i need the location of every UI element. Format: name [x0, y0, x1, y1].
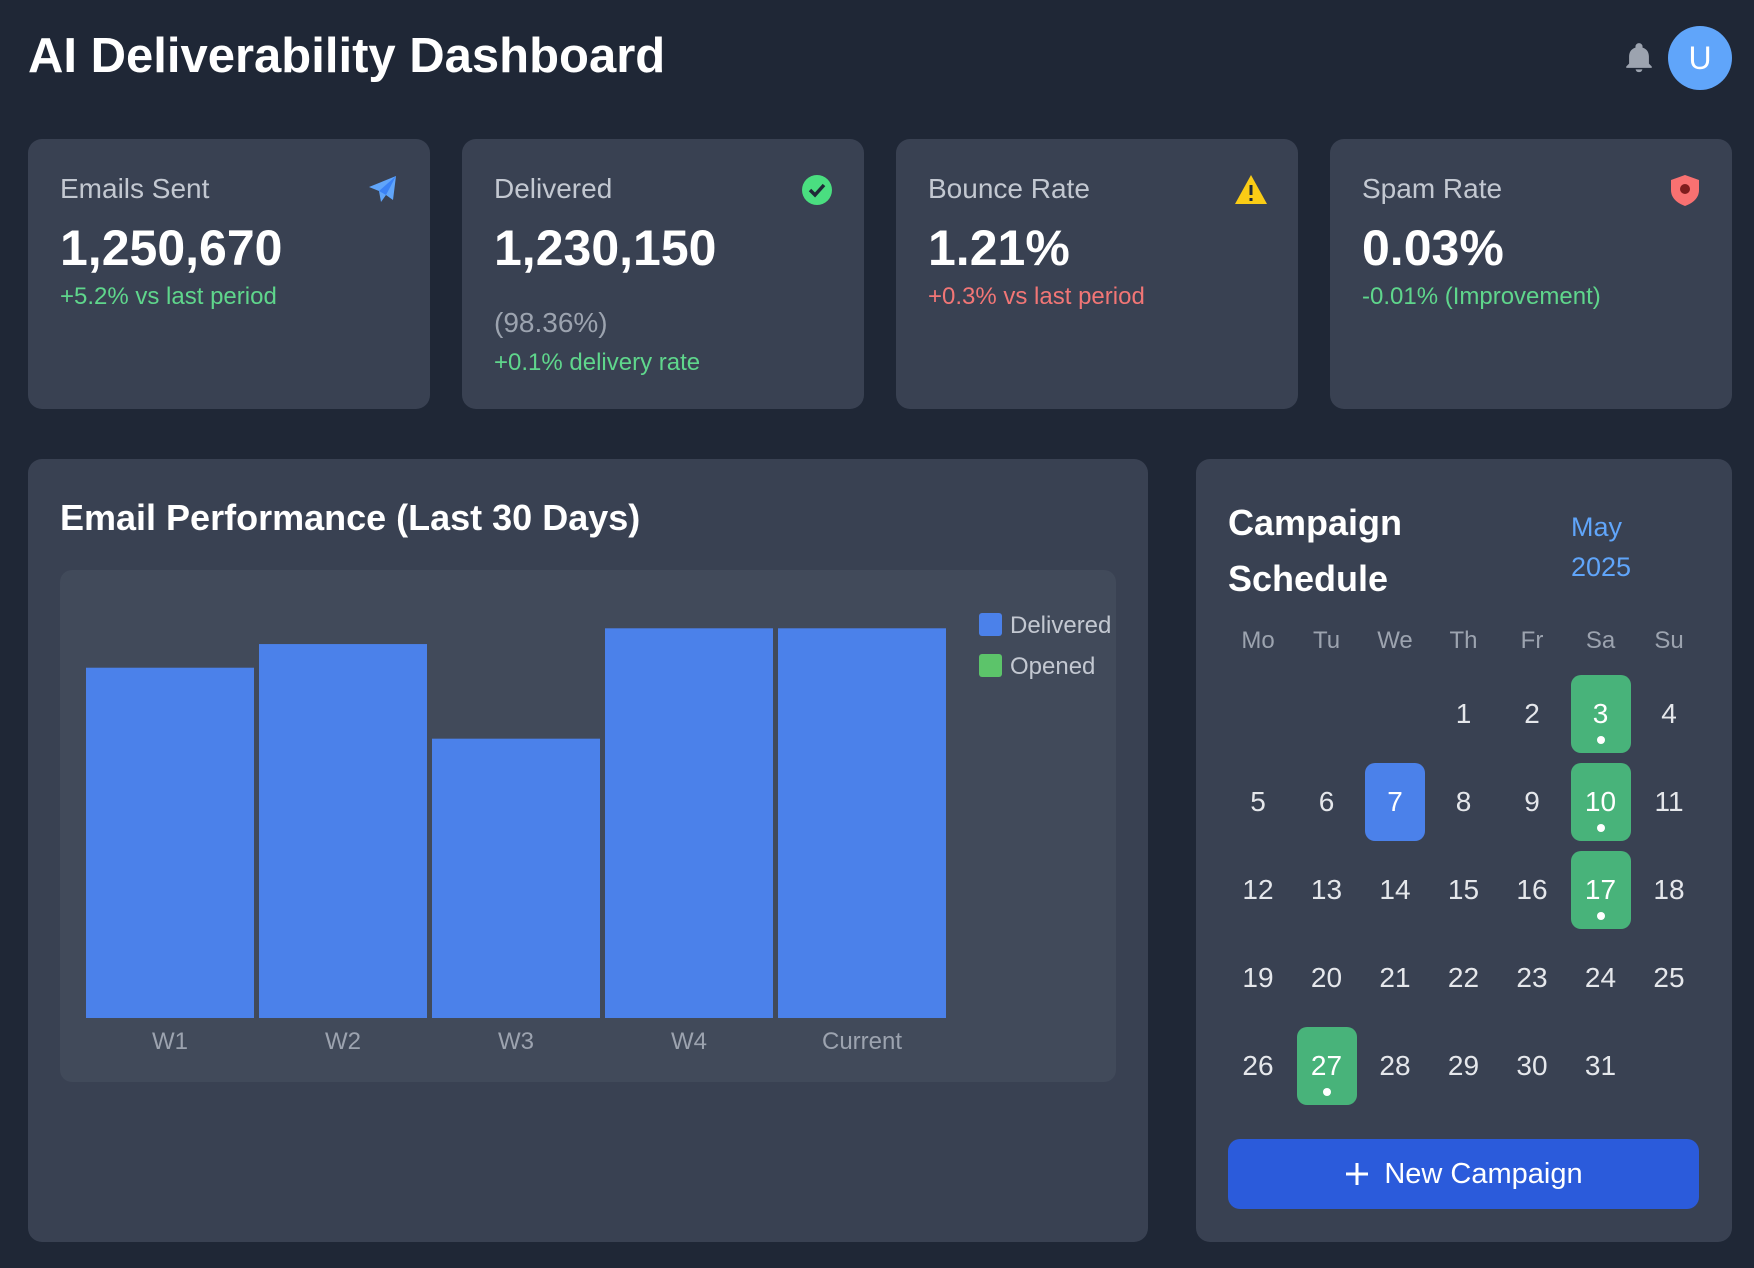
card-icon [369, 176, 396, 202]
card-change: +0.1% delivery rate [494, 349, 701, 376]
bar [605, 628, 773, 1018]
bar [86, 667, 254, 1018]
card-value: 1,250,670 [60, 220, 283, 276]
campaign-dot [1596, 824, 1605, 832]
calendar-day[interactable]: 6 [1318, 786, 1335, 817]
bell-icon[interactable] [1622, 40, 1656, 76]
card-change: +5.2% vs last period [60, 283, 277, 310]
calendar-month[interactable]: May 2025 [1571, 512, 1632, 582]
calendar-day[interactable]: 1 [1455, 698, 1472, 729]
x-tick-label: W1 [152, 1028, 188, 1055]
legend-swatch [979, 654, 1002, 677]
calendar-day[interactable]: 7 [1365, 763, 1425, 841]
calendar-day[interactable]: 9 [1524, 786, 1540, 817]
legend-label: Delivered [1010, 612, 1111, 639]
calendar-day[interactable]: 13 [1310, 874, 1343, 905]
weekday-label: Mo [1241, 627, 1275, 654]
calendar-day[interactable]: 8 [1455, 786, 1472, 817]
card-change: +0.3% vs last period [928, 283, 1145, 310]
button-label: New Campaign [1384, 1157, 1583, 1190]
calendar-day[interactable]: 2 [1524, 698, 1540, 729]
card-label: Emails Sent [60, 173, 210, 204]
card-detail: (98.36%) [494, 307, 608, 338]
calendar-day[interactable]: 25 [1653, 962, 1685, 993]
chart-title: Email Performance (Last 30 Days) [60, 497, 641, 538]
campaign-dot [1596, 912, 1605, 920]
calendar-panel: Campaign Schedule May 2025 Mo Tu We Th Fr Sa S… [1196, 459, 1732, 1242]
calendar-day[interactable]: 28 [1379, 1050, 1411, 1081]
stat-card: Spam Rate 0.03% -0.01% (Improvement) [1330, 139, 1732, 409]
x-tick-label: W2 [325, 1028, 361, 1055]
calendar-day[interactable]: 3 [1570, 675, 1631, 753]
weekday-label: We [1377, 627, 1413, 654]
calendar-day[interactable]: 14 [1379, 874, 1411, 905]
calendar-day[interactable]: 30 [1516, 1050, 1548, 1081]
card-label: Spam Rate [1362, 173, 1503, 204]
calendar-day[interactable]: 26 [1242, 1050, 1274, 1081]
card-value: 1.21% [928, 220, 1070, 276]
card-value: 1,230,150 [494, 220, 717, 276]
calendar-day[interactable]: 22 [1447, 962, 1480, 993]
stat-card: Bounce Rate 1.21% +0.3% vs last period [896, 139, 1298, 409]
bar [432, 738, 600, 1018]
card-icon [1235, 175, 1267, 204]
legend-swatch [979, 613, 1002, 636]
calendar-day[interactable]: 17 [1570, 851, 1631, 929]
weekday-label: Sa [1585, 627, 1616, 654]
calendar-day[interactable]: 5 [1250, 786, 1266, 817]
calendar-day[interactable]: 21 [1379, 962, 1411, 993]
plus-icon [1346, 1163, 1369, 1185]
calendar-day[interactable]: 16 [1516, 874, 1548, 905]
calendar-day[interactable]: 20 [1310, 962, 1343, 993]
chart-panel: Email Performance (Last 30 Days) W1 W2 W3 W… [28, 459, 1148, 1242]
card-label: Bounce Rate [928, 173, 1090, 204]
chart: W1 W2 W3 W4 Current Delivered Opened [60, 570, 1116, 1082]
calendar-day[interactable]: 23 [1516, 962, 1548, 993]
weekday-label: Su [1654, 627, 1684, 654]
calendar-day[interactable]: 18 [1653, 874, 1685, 905]
calendar-day[interactable]: 27 [1296, 1027, 1357, 1105]
calendar-title: Campaign Schedule [1228, 502, 1403, 599]
calendar-day[interactable]: 31 [1584, 1050, 1617, 1081]
card-value: 0.03% [1362, 220, 1504, 276]
x-tick-label: W3 [498, 1028, 534, 1055]
calendar-day[interactable]: 19 [1242, 962, 1274, 993]
avatar[interactable]: U [1668, 26, 1732, 90]
bar [259, 644, 427, 1018]
legend-label: Opened [1010, 653, 1095, 680]
new-campaign-button[interactable]: New Campaign [1228, 1139, 1699, 1209]
card-label: Delivered [494, 173, 613, 204]
stat-card: Delivered 1,230,150 (98.36%) +0.1% delivery… [462, 139, 864, 409]
bar [778, 628, 946, 1018]
card-change: -0.01% (Improvement) [1362, 283, 1601, 310]
calendar-day[interactable]: 12 [1242, 874, 1274, 905]
x-tick-label: W4 [671, 1028, 707, 1055]
calendar-day[interactable]: 11 [1654, 786, 1684, 817]
weekday-label: Th [1449, 627, 1478, 654]
page-title: AI Deliverability Dashboard [28, 29, 666, 83]
calendar-day[interactable]: 29 [1447, 1050, 1480, 1081]
card-icon [1671, 175, 1699, 206]
stat-card: Emails Sent 1,250,670 +5.2% vs last period [28, 139, 430, 409]
x-tick-label: Current [822, 1028, 902, 1055]
calendar-day[interactable]: 24 [1584, 962, 1617, 993]
weekday-label: Fr [1520, 627, 1544, 654]
campaign-dot [1596, 736, 1605, 744]
weekday-label: Tu [1312, 627, 1341, 654]
calendar-day[interactable]: 15 [1447, 874, 1480, 905]
calendar-day[interactable]: 10 [1570, 763, 1631, 841]
campaign-dot [1322, 1088, 1331, 1096]
calendar-day[interactable]: 4 [1661, 698, 1677, 729]
card-icon [802, 175, 832, 205]
